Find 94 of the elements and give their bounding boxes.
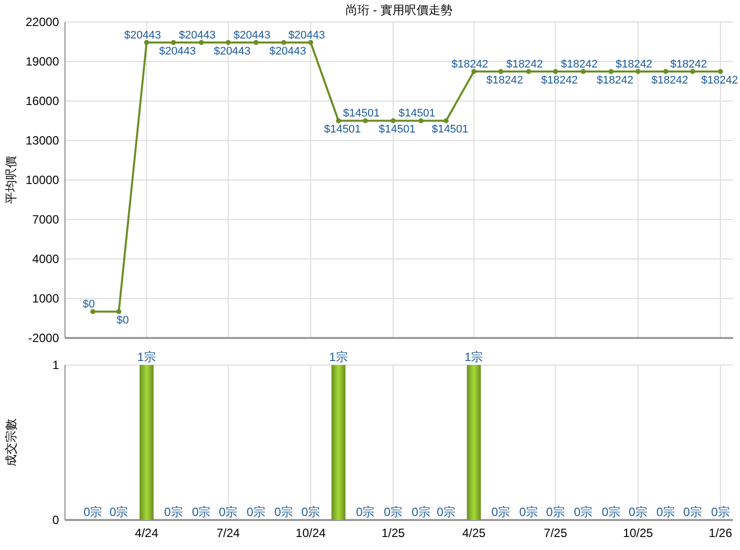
data-label: 0宗 — [384, 505, 403, 519]
x-tick-label: 10/25 — [622, 526, 654, 540]
data-label: 0宗 — [574, 505, 593, 519]
x-tick-label: 10/24 — [296, 526, 326, 540]
y-tick-label: 4000 — [32, 252, 60, 266]
point — [608, 68, 614, 74]
data-label: $18242 — [651, 74, 688, 86]
y-tick-label: 7000 — [32, 212, 60, 226]
point — [144, 40, 150, 45]
y-tick-label: -2000 — [28, 331, 60, 345]
data-label: $20443 — [159, 46, 196, 58]
y-tick-label: 22000 — [26, 15, 60, 29]
data-label: $18242 — [701, 74, 738, 86]
point — [253, 40, 258, 45]
data-label: 0宗 — [192, 505, 211, 519]
data-label: $18242 — [560, 58, 598, 70]
x-tick-label: 1/25 — [381, 526, 406, 540]
data-label: 0宗 — [519, 505, 538, 519]
x-tick-label: 1/26 — [708, 526, 732, 540]
data-label: 0宗 — [711, 505, 730, 519]
data-label: 0宗 — [602, 505, 620, 519]
point — [362, 118, 368, 124]
data-label: $20443 — [269, 46, 306, 58]
data-label: 0宗 — [164, 505, 183, 519]
point — [444, 118, 449, 124]
data-label: $14501 — [324, 124, 361, 136]
y-tick-label: 10000 — [26, 173, 60, 187]
data-label: 0宗 — [412, 505, 430, 519]
data-label: $20443 — [288, 30, 326, 42]
data-label: 1宗 — [464, 350, 484, 364]
data-label: $20443 — [124, 30, 161, 42]
y-tick-label: 19000 — [26, 54, 60, 68]
data-label: 0宗 — [274, 505, 294, 519]
data-label: $20443 — [214, 46, 251, 58]
data-label: $18242 — [452, 58, 488, 70]
data-label: $18242 — [616, 58, 652, 70]
point — [390, 118, 396, 124]
data-label: 1宗 — [329, 350, 348, 364]
point — [552, 68, 558, 74]
data-label: 0宗 — [83, 505, 102, 519]
data-label: 0宗 — [218, 505, 238, 519]
y-tick-label: 16000 — [26, 94, 60, 108]
data-label: $18242 — [670, 58, 708, 70]
point — [418, 118, 424, 124]
data-label: $14501 — [378, 124, 416, 136]
point — [90, 309, 96, 314]
y-axis-title: 平均呎價 — [4, 156, 18, 204]
point — [116, 309, 122, 314]
point — [308, 40, 314, 45]
point — [498, 68, 504, 74]
data-label: $20443 — [234, 30, 270, 42]
data-label: 1宗 — [137, 350, 156, 364]
y-axis-title: 成交宗數 — [4, 418, 18, 466]
data-label: 0宗 — [109, 505, 128, 519]
chart-title: 尚珩 - 實用呎價走勢 — [346, 3, 452, 17]
data-label: 0宗 — [683, 505, 702, 519]
data-label: 0宗 — [491, 505, 510, 519]
data-label: $18242 — [596, 74, 634, 86]
point — [663, 68, 668, 74]
point — [281, 40, 286, 45]
data-label: 0宗 — [546, 505, 565, 519]
point — [635, 68, 640, 74]
data-label: 0宗 — [656, 505, 676, 519]
data-label: $18242 — [541, 74, 578, 86]
data-label: $20443 — [178, 30, 216, 42]
point — [471, 68, 476, 74]
x-tick-label: 7/25 — [544, 526, 568, 540]
x-tick-label: 7/24 — [216, 526, 240, 540]
data-label: $18242 — [486, 74, 524, 86]
x-tick-label: 4/25 — [462, 526, 486, 540]
data-label: $14501 — [432, 124, 468, 136]
x-tick-label: 4/24 — [134, 526, 159, 540]
y-tick-label: 1 — [52, 358, 60, 372]
point — [690, 68, 696, 74]
data-label: 0宗 — [246, 505, 266, 519]
data-label: $0 — [82, 298, 95, 311]
data-label: $14501 — [343, 108, 380, 120]
data-label: 0宗 — [301, 505, 320, 519]
data-label: $18242 — [506, 58, 543, 70]
data-label: 0宗 — [628, 505, 648, 519]
data-label: 0宗 — [436, 505, 456, 519]
point — [336, 118, 341, 124]
y-tick-label: 1000 — [32, 292, 60, 306]
data-label: 0宗 — [356, 505, 375, 519]
point — [526, 68, 532, 74]
point — [198, 40, 204, 45]
y-tick-label: 0 — [52, 513, 60, 527]
point — [718, 68, 723, 74]
y-tick-label: 13000 — [26, 134, 60, 148]
data-label: $14501 — [398, 108, 436, 120]
data-label: $0 — [116, 314, 129, 327]
point — [580, 68, 586, 74]
point — [226, 40, 231, 45]
point — [170, 40, 176, 45]
